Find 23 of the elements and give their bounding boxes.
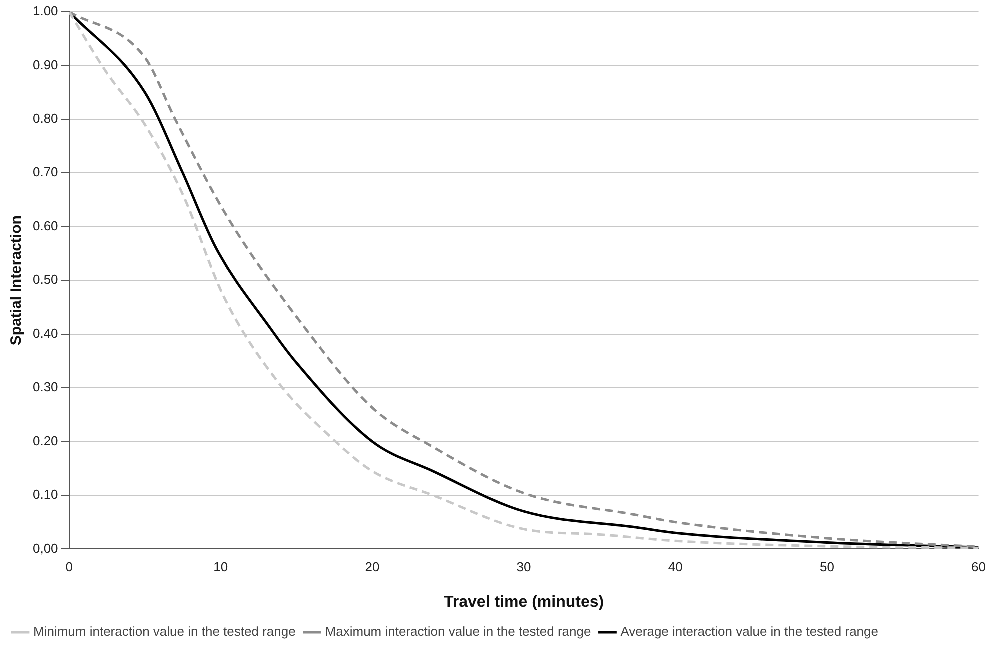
y-tick-label: 0.80 (32, 111, 58, 126)
x-tick-label: 0 (66, 560, 73, 575)
y-tick-label: 0.20 (32, 433, 58, 448)
y-axis-title: Spatial Interaction (8, 216, 26, 346)
x-axis-title: Travel time (minutes) (444, 594, 604, 611)
x-tick-label: 60 (972, 560, 986, 575)
legend-label: Average interaction value in the tested range (620, 624, 878, 640)
legend-label: Maximum interaction value in the tested range (325, 624, 592, 640)
y-tick-label: 0.10 (32, 487, 58, 502)
y-tick-label: 1.00 (32, 4, 58, 19)
y-tick-label: 0,00 (32, 540, 58, 556)
y-tick-label: 0.50 (32, 272, 58, 288)
x-tick-label: 20 (365, 560, 380, 575)
x-tick-label: 50 (820, 560, 834, 575)
y-tick-label: 0.30 (32, 380, 58, 395)
y-tick-label: 0.60 (32, 218, 58, 234)
y-tick-label: 0.90 (32, 57, 58, 72)
x-tick-label: 40 (668, 560, 683, 575)
x-tick-label: 30 (516, 560, 532, 575)
y-tick-label: 0.40 (32, 326, 58, 341)
x-tick-label: 10 (214, 560, 228, 575)
y-tick-label: 0.70 (32, 164, 58, 180)
legend-label: Minimum interaction value in the tested range (34, 624, 296, 640)
